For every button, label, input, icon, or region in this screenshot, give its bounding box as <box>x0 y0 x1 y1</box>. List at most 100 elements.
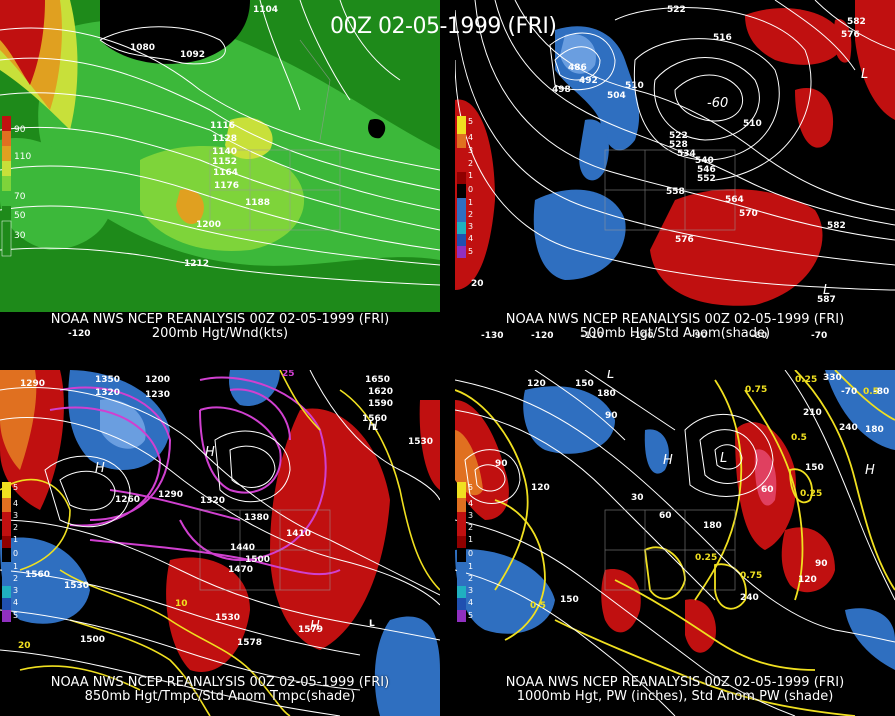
caption-source: NOAA NWS NCEP REANALYSIS 00Z 02-05-1999 … <box>505 312 845 327</box>
low-pressure-marker: L <box>607 370 614 382</box>
contour-label: 582 <box>847 17 866 27</box>
contour-label: 20 <box>471 279 484 289</box>
contour-label: 120 <box>798 575 817 585</box>
contour-label: 522 <box>669 131 688 141</box>
pw-label: 0.5 <box>863 387 879 397</box>
map-title: 00Z 02-05-1999 (FRI) <box>330 14 557 39</box>
temp-label: 10 <box>175 599 188 609</box>
axis-label: -70 <box>811 331 827 340</box>
legend-label: 5 <box>13 611 18 620</box>
legend-label: 1 <box>468 535 473 544</box>
contour-label: 150 <box>575 379 594 389</box>
contour-label: 558 <box>666 187 685 197</box>
low-pressure-marker: H <box>95 461 105 476</box>
axis-label: -100 <box>631 331 654 340</box>
legend-label: 3 <box>468 586 473 595</box>
contour-label: 1590 <box>368 399 393 409</box>
contour-label: 1530 <box>215 613 240 623</box>
legend-label: 1 <box>468 562 473 571</box>
contour-label: L <box>372 423 378 433</box>
panel-850mb: 5 4 3 2 1 0 1 2 3 4 5 1290 1350 1320 120… <box>0 370 440 716</box>
low-pressure-marker: H <box>368 419 378 434</box>
legend-label: 90 <box>14 125 26 135</box>
contour-label: 1620 <box>368 387 393 397</box>
legend-label: 1 <box>13 562 18 571</box>
legend-label: 1 <box>13 535 18 544</box>
legend-label: 30 <box>14 231 26 241</box>
contour-label: 1164 <box>213 168 238 178</box>
legend-label: 3 <box>468 146 473 155</box>
legend-label: 5 <box>13 483 18 492</box>
legend-label: 5 <box>468 611 473 620</box>
legend-label: 0 <box>468 549 473 558</box>
contour-label: 540 <box>695 156 714 166</box>
contour-label: 576 <box>841 30 860 40</box>
contour-label: 534 <box>677 149 696 159</box>
pw-label: 0.5 <box>791 433 807 443</box>
legend-label: 2 <box>13 523 18 532</box>
contour-label: 1230 <box>145 390 170 400</box>
high-pressure-marker: H <box>663 453 673 468</box>
map-500mb: 5 4 3 2 1 0 1 2 3 4 5 522 582 576 486 49… <box>455 0 895 340</box>
map-1000mb: 5 4 3 2 1 0 1 2 3 4 5 120 150 180 90 330… <box>455 370 895 716</box>
map-200mb: 90 110 70 50 30 1104 1080 1092 1116 1128… <box>0 0 440 340</box>
caption-source: NOAA NWS NCEP REANALYSIS 00Z 02-05-1999 … <box>50 675 390 690</box>
legend-label: 2 <box>13 574 18 583</box>
caption-field: 1000mb Hgt, PW (inches), Std Anom PW (sh… <box>516 689 834 704</box>
contour-label: 510 <box>625 81 644 91</box>
legend-label: 110 <box>14 152 31 162</box>
contour-label: 1104 <box>253 5 278 15</box>
temp-label: 25 <box>282 370 295 379</box>
contour-label: 1200 <box>145 375 170 385</box>
panel-1000mb: 5 4 3 2 1 0 1 2 3 4 5 120 150 180 90 330… <box>455 370 895 716</box>
contour-label: 120 <box>531 483 550 493</box>
legend-label: 4 <box>468 598 473 607</box>
contour-label: 240 <box>839 423 858 433</box>
contour-label: 90 <box>815 559 828 569</box>
contour-label: 1410 <box>286 529 311 539</box>
legend-label: 4 <box>468 499 473 508</box>
temp-label: 20 <box>18 641 31 651</box>
legend-label: 1 <box>468 198 473 207</box>
contour-label: 1560 <box>362 414 387 424</box>
contour-label: 587 <box>817 295 836 305</box>
contour-label: 576 <box>675 235 694 245</box>
contour-label: 60 <box>761 485 774 495</box>
contour-label: 1500 <box>80 635 105 645</box>
caption-field: 200mb Hgt/Wnd(kts) <box>151 326 289 341</box>
contour-label: 510 <box>743 119 762 129</box>
contour-label: 120 <box>527 379 546 389</box>
axis-label: -110 <box>581 331 604 340</box>
contour-label: 1080 <box>130 43 155 53</box>
panel-200mb: 90 110 70 50 30 1104 1080 1092 1116 1128… <box>0 0 440 340</box>
contour-label: 1200 <box>196 220 221 230</box>
legend-label: 50 <box>14 211 26 221</box>
high-pressure-marker: H <box>310 619 320 634</box>
legend-label: 3 <box>468 511 473 520</box>
legend-label: 5 <box>468 483 473 492</box>
legend-label: 5 <box>468 117 473 126</box>
contour-label: 1092 <box>180 50 205 60</box>
legend-label: 3 <box>13 586 18 595</box>
legend-label: 2 <box>468 210 473 219</box>
contour-label: 1380 <box>244 513 269 523</box>
contour-label: 1152 <box>212 157 237 167</box>
contour-label: 546 <box>697 165 716 175</box>
contour-label: 1530 <box>64 581 89 591</box>
contour-label: 180 <box>865 425 884 435</box>
low-pressure-marker: L <box>861 67 868 82</box>
contour-label: 552 <box>697 174 716 184</box>
axis-label: -80 <box>873 387 889 397</box>
contour-label: 210 <box>803 408 822 418</box>
axis-label: -80 <box>751 331 767 340</box>
caption-source: NOAA NWS NCEP REANALYSIS 00Z 02-05-1999 … <box>505 675 845 690</box>
legend-label: 1 <box>468 171 473 180</box>
contour-label: L <box>369 619 375 629</box>
contour-label: 1560 <box>25 570 50 580</box>
contour-label: 180 <box>597 389 616 399</box>
legend-label: 70 <box>14 192 26 202</box>
contour-label: 1212 <box>184 259 209 269</box>
contour-label: 180 <box>703 521 722 531</box>
caption-field: 850mb Hgt/Tmpc/Std Anom Tmpc(shade) <box>84 689 356 704</box>
panel-500mb: 5 4 3 2 1 0 1 2 3 4 5 522 582 576 486 49… <box>455 0 895 340</box>
